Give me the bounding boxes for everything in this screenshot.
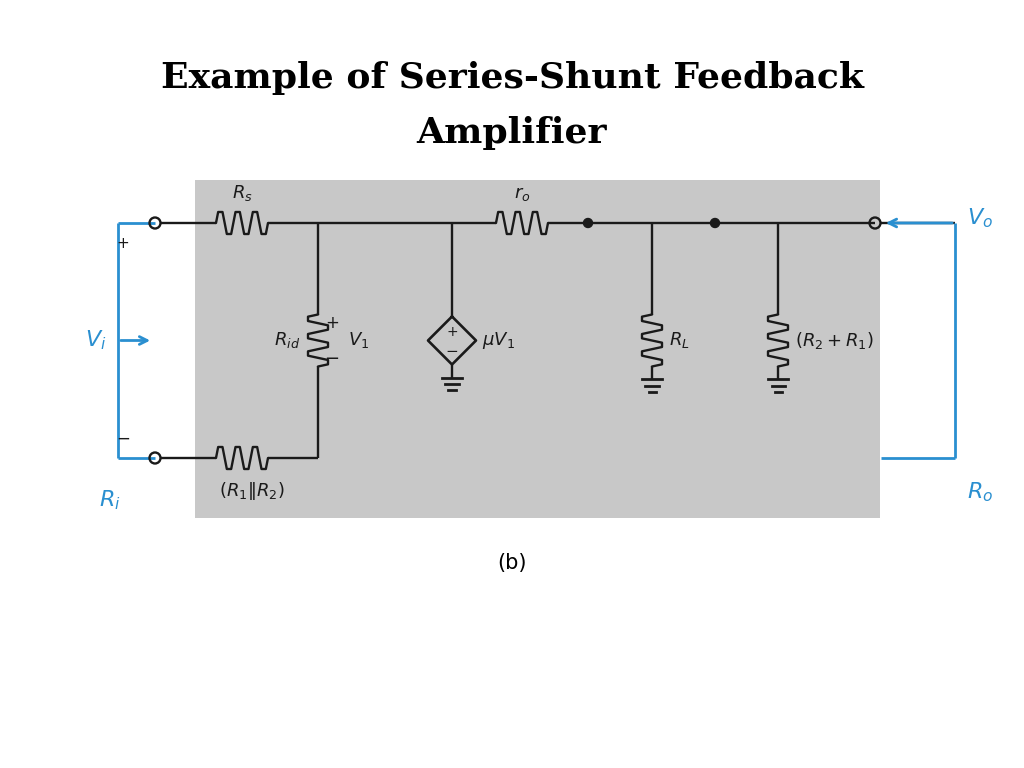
Text: $V_i$: $V_i$ [85,329,106,353]
Text: $(R_2 + R_1)$: $(R_2 + R_1)$ [795,330,873,351]
Text: $R_L$: $R_L$ [669,330,690,350]
Circle shape [711,219,720,227]
Text: $r_o$: $r_o$ [514,185,530,203]
Text: $V_1$: $V_1$ [348,330,370,350]
Text: $-$: $-$ [116,429,130,447]
Text: $-$: $-$ [325,349,340,366]
Text: $R_o$: $R_o$ [967,480,993,504]
Text: Example of Series-Shunt Feedback: Example of Series-Shunt Feedback [161,61,863,95]
Text: $+$: $+$ [445,325,458,339]
Bar [195,180,880,518]
Text: $R_i$: $R_i$ [99,488,121,511]
Text: (b): (b) [498,553,526,573]
Text: $-$: $-$ [445,342,459,357]
Text: $R_{id}$: $R_{id}$ [273,330,300,350]
Circle shape [584,219,593,227]
Text: $+$: $+$ [117,236,130,250]
Text: $R_s$: $R_s$ [231,183,252,203]
Text: $\mu V_1$: $\mu V_1$ [482,330,515,351]
Text: $V_o$: $V_o$ [967,206,993,230]
Text: Amplifier: Amplifier [417,116,607,150]
Text: $(R_1 \| R_2)$: $(R_1 \| R_2)$ [219,480,285,502]
Text: $+$: $+$ [325,315,339,333]
